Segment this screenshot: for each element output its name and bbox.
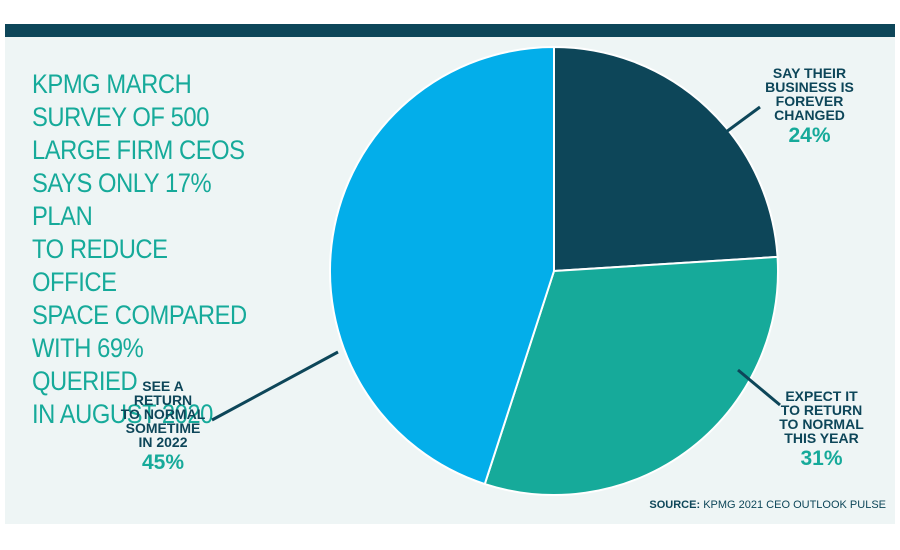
slice-label-text: SAY THEIR BUSINESS IS FOREVER CHANGED (765, 65, 854, 123)
source-label: SOURCE: (649, 499, 701, 511)
slice-label-text: EXPECT IT TO RETURN TO NORMAL THIS YEAR (779, 388, 864, 446)
slice-percent: 31% (800, 447, 843, 470)
slice-label-return-2022: SEE A RETURN TO NORMAL SOMETIME IN 2022 45% (104, 379, 222, 475)
source-text: KPMG 2021 CEO OUTLOOK PULSE (703, 499, 886, 511)
slice-label-text: SEE A RETURN TO NORMAL SOMETIME IN 2022 (120, 378, 206, 450)
pie-slice-return-this-year (483, 255, 779, 496)
leader-line-return-2022 (211, 350, 339, 422)
source-note: SOURCE: KPMG 2021 CEO OUTLOOK PULSE (649, 499, 886, 511)
slice-percent: 45% (141, 451, 185, 474)
leader-line-forever-changed (725, 105, 761, 134)
slice-label-forever-changed: SAY THEIR BUSINESS IS FOREVER CHANGED 24% (752, 66, 867, 148)
headline: KPMG March survey of 500 large firm CEOs… (32, 69, 247, 429)
slice-label-return-this-year: EXPECT IT TO RETURN TO NORMAL THIS YEAR 31% (764, 389, 879, 471)
leader-line-return-this-year (737, 368, 781, 407)
top-bar (5, 24, 895, 37)
pie-slice-forever-changed (553, 45, 779, 273)
slice-percent: 24% (788, 124, 831, 147)
pie-slice-return-2022 (329, 45, 555, 486)
